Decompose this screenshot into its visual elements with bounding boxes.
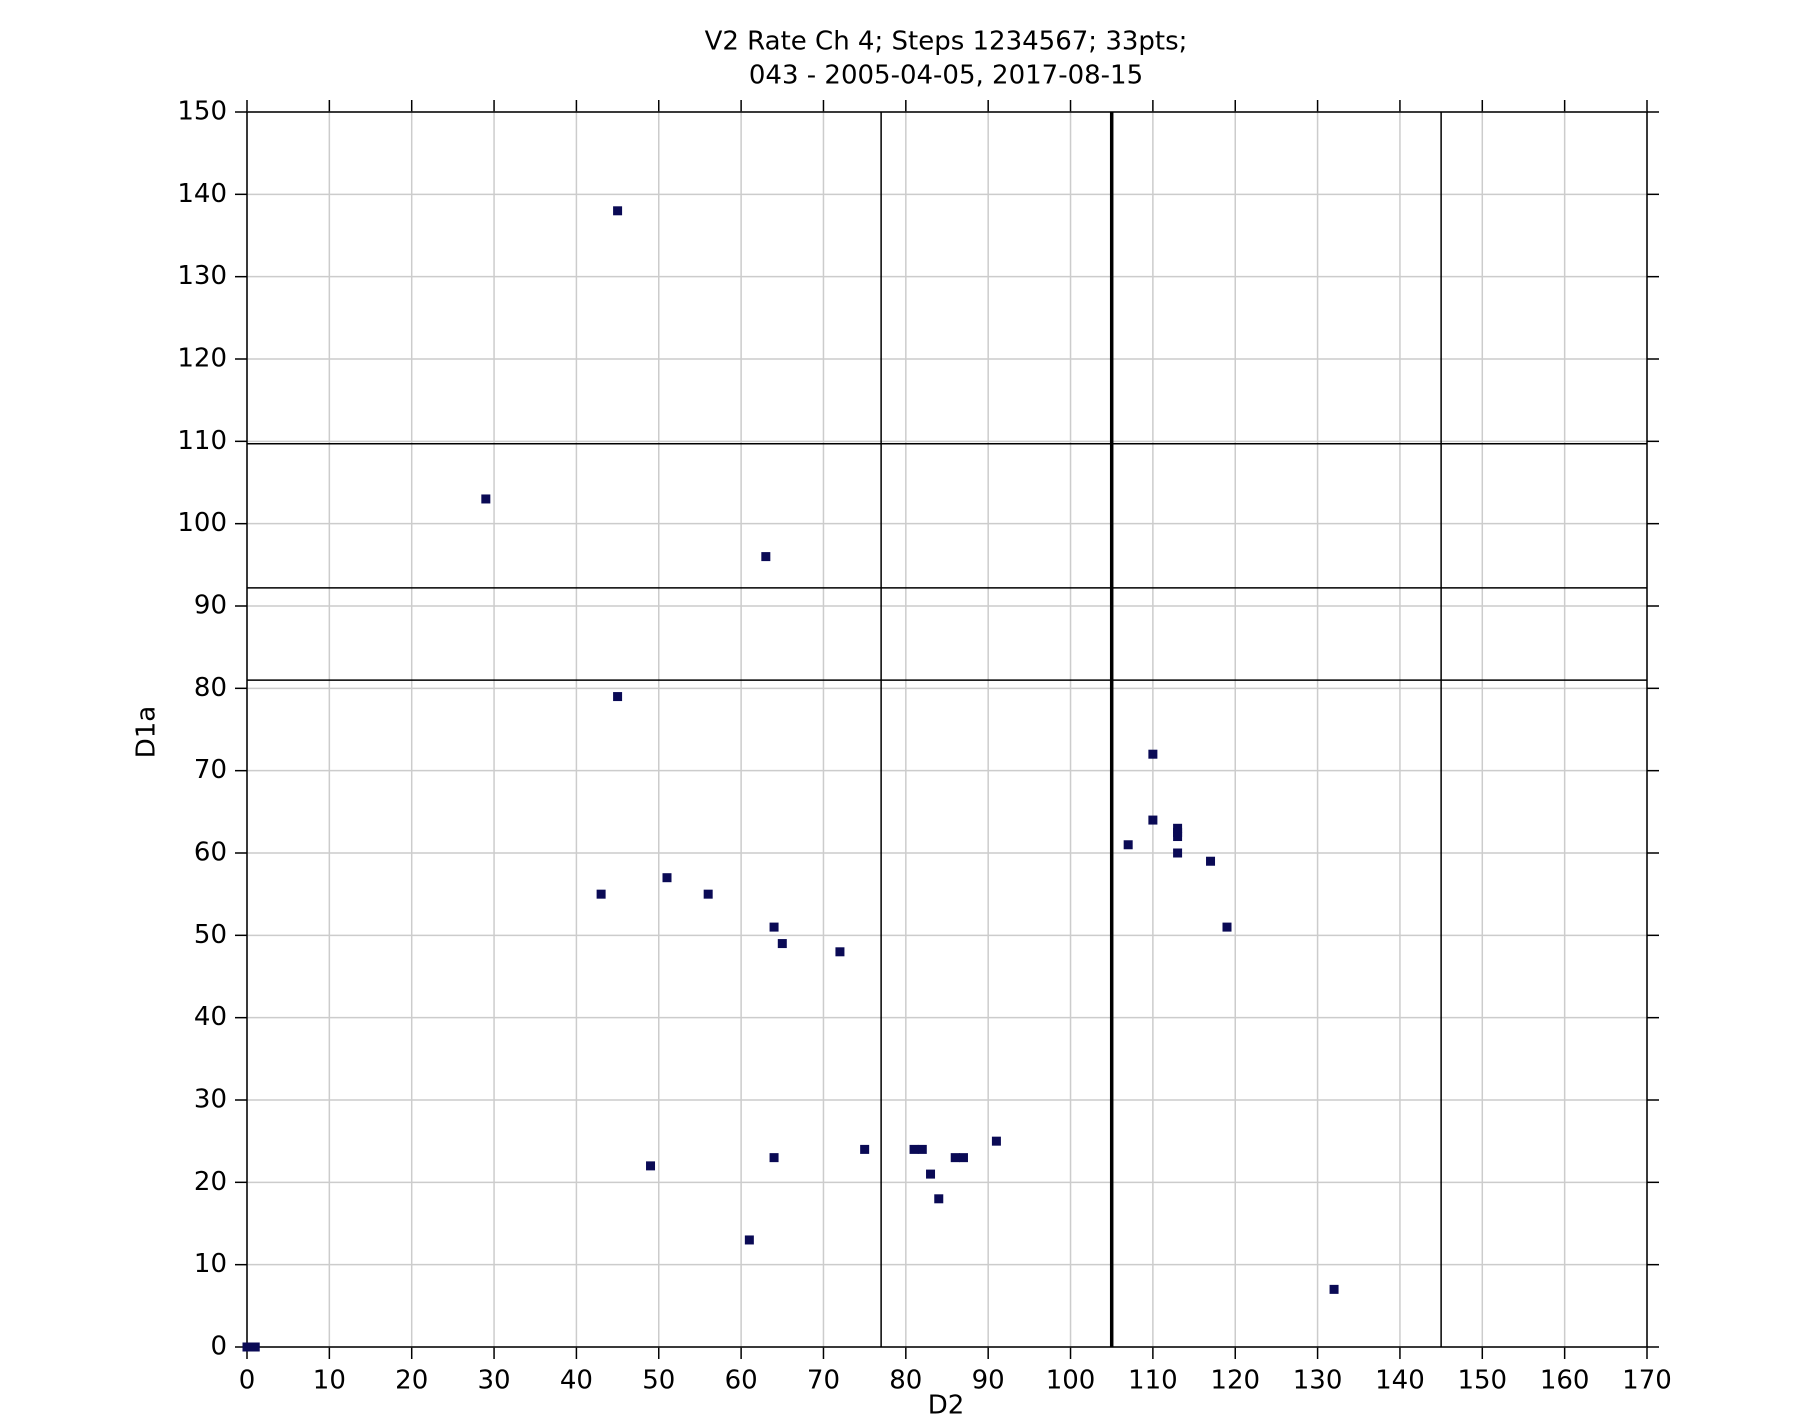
y-tick-label: 40	[194, 1002, 227, 1032]
data-point	[1148, 749, 1158, 759]
data-point	[1329, 1284, 1339, 1294]
data-point	[769, 922, 779, 932]
data-point	[1123, 840, 1133, 850]
data-point	[1173, 848, 1183, 858]
data-point	[662, 873, 672, 883]
x-tick-label: 80	[889, 1366, 922, 1396]
data-point	[242, 1342, 252, 1352]
data-point	[860, 1144, 870, 1154]
x-tick-label: 140	[1375, 1366, 1425, 1396]
y-tick-label: 20	[194, 1167, 227, 1197]
y-tick-label: 130	[177, 261, 227, 291]
x-tick-label: 0	[239, 1366, 256, 1396]
x-tick-label: 100	[1046, 1366, 1096, 1396]
data-point	[761, 552, 771, 562]
data-point	[958, 1153, 968, 1163]
x-tick-label: 150	[1457, 1366, 1507, 1396]
y-tick-label: 10	[194, 1249, 227, 1279]
plot-frame	[246, 111, 1648, 1348]
y-tick-label: 140	[177, 179, 227, 209]
data-point	[1173, 827, 1183, 837]
data-point	[777, 939, 787, 949]
chart-title: V2 Rate Ch 4; Steps 1234567; 33pts;	[705, 27, 1188, 57]
y-tick-label: 50	[194, 920, 227, 950]
data-point	[744, 1235, 754, 1245]
x-tick-label: 10	[313, 1366, 346, 1396]
x-tick-label: 110	[1128, 1366, 1178, 1396]
chart-subtitle: 043 - 2005-04-05, 2017-08-15	[749, 61, 1143, 91]
y-tick-label: 30	[194, 1085, 227, 1115]
x-tick-label: 120	[1210, 1366, 1260, 1396]
x-tick-label: 30	[478, 1366, 511, 1396]
data-point	[703, 889, 713, 899]
data-point	[926, 1169, 936, 1179]
data-point	[596, 889, 606, 899]
x-tick-label: 170	[1622, 1366, 1672, 1396]
y-axis-label: D1a	[132, 706, 162, 759]
data-point	[950, 1153, 960, 1163]
y-tick-label: 150	[177, 97, 227, 127]
y-tick-label: 100	[177, 508, 227, 538]
data-point	[835, 947, 845, 957]
x-tick-label: 130	[1293, 1366, 1343, 1396]
x-tick-label: 70	[807, 1366, 840, 1396]
y-tick-label: 0	[210, 1332, 227, 1362]
y-tick-label: 110	[177, 426, 227, 456]
x-axis-label: D2	[928, 1391, 965, 1421]
x-tick-label: 60	[725, 1366, 758, 1396]
data-point	[1206, 856, 1216, 866]
y-tick-label: 120	[177, 344, 227, 374]
data-point	[909, 1144, 919, 1154]
y-tick-label: 90	[194, 591, 227, 621]
x-tick-label: 40	[560, 1366, 593, 1396]
data-point	[1148, 815, 1158, 825]
x-tick-label: 160	[1540, 1366, 1590, 1396]
data-point	[1222, 922, 1232, 932]
y-tick-label: 60	[194, 838, 227, 868]
data-point	[646, 1161, 656, 1171]
data-point	[934, 1194, 944, 1204]
data-point	[613, 692, 623, 702]
data-point	[481, 494, 491, 504]
x-tick-label: 50	[642, 1366, 675, 1396]
x-tick-label: 90	[972, 1366, 1005, 1396]
data-point	[917, 1144, 927, 1154]
data-point	[613, 206, 623, 216]
data-point	[991, 1136, 1001, 1146]
y-tick-label: 70	[194, 755, 227, 785]
data-point	[769, 1153, 779, 1163]
y-tick-label: 80	[194, 673, 227, 703]
x-tick-label: 20	[395, 1366, 428, 1396]
data-point	[250, 1342, 260, 1352]
